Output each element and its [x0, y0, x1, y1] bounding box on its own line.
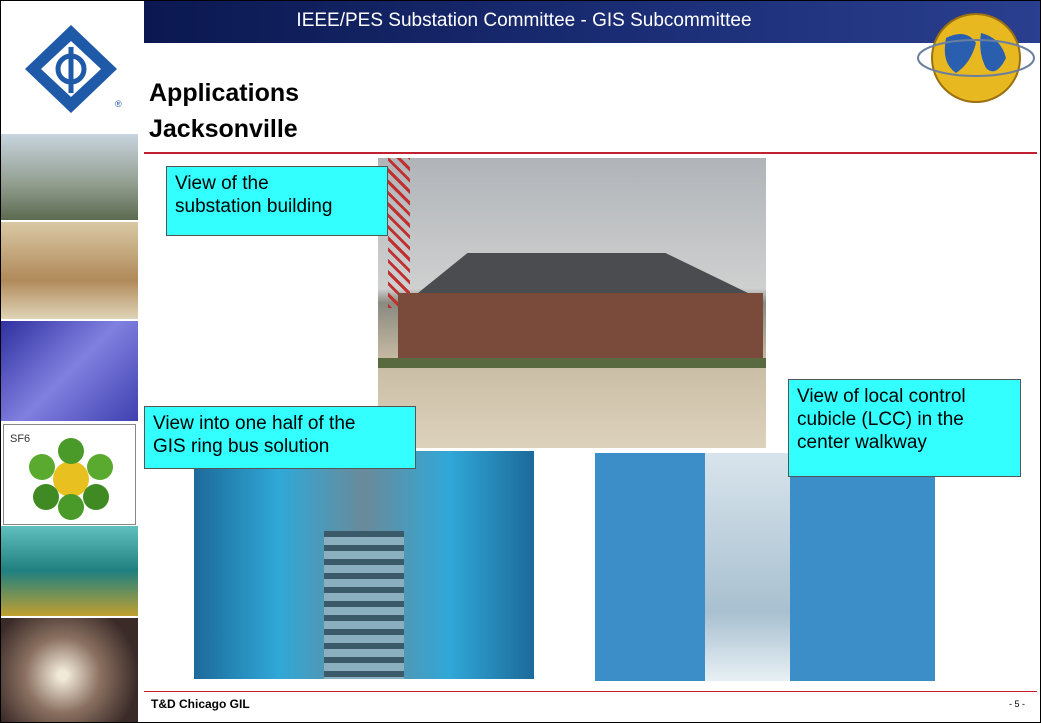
title-line: Jacksonville — [149, 111, 299, 147]
walls — [398, 293, 763, 363]
tower — [388, 158, 410, 308]
slide-title: Applications Jacksonville — [149, 75, 299, 147]
caption-line: View into one half of the — [153, 412, 407, 435]
footer-text: T&D Chicago GIL — [151, 697, 250, 711]
header-title: IEEE/PES Substation Committee - GIS Subc… — [144, 10, 904, 32]
lawn — [378, 358, 766, 368]
caption: View into one half of the GIS ring bus s… — [144, 406, 416, 469]
caption-line: GIS ring bus solution — [153, 435, 407, 458]
caption-line: center walkway — [797, 431, 1012, 454]
caption-line: View of the — [175, 172, 379, 195]
page-number: - 5 - — [1009, 699, 1025, 709]
caption: View of the substation building — [166, 166, 388, 236]
gis-photo — [194, 451, 534, 679]
sidebar-photo — [1, 526, 138, 616]
footer-rule — [144, 691, 1037, 692]
walkway — [324, 531, 404, 679]
lcc-photo — [595, 453, 935, 681]
sf6-molecule — [24, 437, 119, 522]
caption: View of local control cubicle (LCC) in t… — [788, 379, 1021, 477]
sidebar-photo — [1, 618, 138, 722]
building-photo — [378, 158, 766, 448]
sidebar-photo — [1, 222, 138, 319]
sidebar-photo — [1, 134, 138, 220]
slide: IEEE/PES Substation Committee - GIS Subc… — [0, 0, 1041, 723]
globe-logo — [916, 3, 1036, 108]
title-rule — [144, 152, 1037, 154]
cubicles-left — [595, 453, 705, 681]
ieee-logo: ® — [19, 21, 129, 116]
caption-line: cubicle (LCC) in the — [797, 408, 1012, 431]
caption-line: View of local control — [797, 385, 1012, 408]
cubicles-right — [790, 473, 935, 681]
sidebar-photo — [1, 321, 138, 421]
caption-line: substation building — [175, 195, 379, 218]
roof — [418, 253, 748, 293]
svg-text:®: ® — [115, 99, 122, 109]
title-line: Applications — [149, 75, 299, 111]
sidebar-sf6: SF6 — [3, 424, 136, 525]
